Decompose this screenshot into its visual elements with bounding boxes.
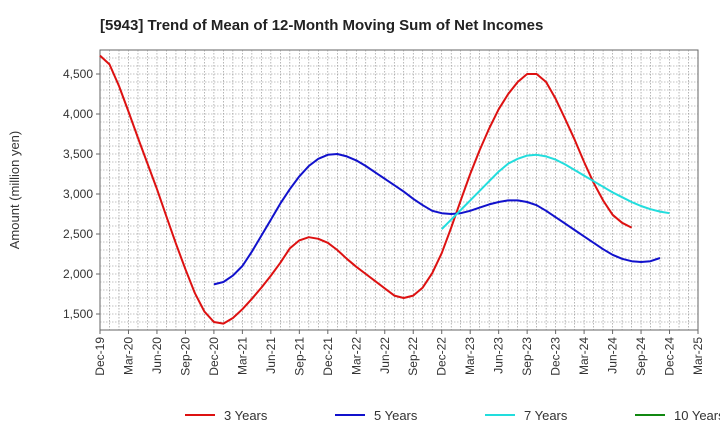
y-tick-label: 1,500 — [63, 307, 93, 321]
y-tick-label: 3,000 — [63, 187, 93, 201]
x-tick-label: Jun-24 — [606, 337, 620, 374]
chart-title: [5943] Trend of Mean of 12-Month Moving … — [100, 17, 543, 34]
y-axis-label: Amount (million yen) — [7, 131, 22, 250]
legend: 3 Years 5 Years 7 Years 10 Years — [185, 408, 720, 423]
x-tick-label: Jun-23 — [492, 337, 506, 374]
y-tick-label: 4,000 — [63, 107, 93, 121]
y-axis: 1,500 2,000 2,500 3,000 3,500 4,000 4,500 — [63, 67, 100, 321]
x-tick-label: Mar-25 — [691, 337, 705, 375]
y-tick-label: 3,500 — [63, 147, 93, 161]
series-line-7-years — [440, 153, 670, 230]
legend-label: 3 Years — [224, 408, 268, 423]
x-tick-label: Sep-21 — [292, 337, 306, 376]
x-tick-label: Mar-21 — [235, 337, 249, 375]
y-tick-label: 2,500 — [63, 227, 93, 241]
x-tick-label: Dec-22 — [435, 337, 449, 376]
x-tick-label: Dec-21 — [321, 337, 335, 376]
legend-label: 10 Years — [674, 408, 720, 423]
x-tick-label: Dec-23 — [549, 337, 563, 376]
x-tick-label: Sep-22 — [406, 337, 420, 376]
x-tick-label: Jun-22 — [378, 337, 392, 374]
x-tick-label: Mar-20 — [121, 337, 135, 375]
x-tick-label: Mar-22 — [349, 337, 363, 375]
legend-label: 7 Years — [524, 408, 568, 423]
x-axis: Dec-19 Mar-20 Jun-20 Sep-20 Dec-20 Mar-21 Jun-… — [93, 330, 705, 376]
y-tick-label: 4,500 — [63, 67, 93, 81]
grid — [100, 50, 698, 330]
x-tick-label: Dec-19 — [93, 337, 107, 376]
x-tick-label: Mar-23 — [463, 337, 477, 375]
x-tick-label: Sep-24 — [634, 337, 648, 376]
x-tick-label: Dec-24 — [663, 337, 677, 376]
x-tick-label: Jun-20 — [150, 337, 164, 374]
x-tick-label: Mar-24 — [577, 337, 591, 375]
series-lines — [99, 54, 670, 325]
y-tick-label: 2,000 — [63, 267, 93, 281]
series-line-5-years — [213, 153, 661, 286]
x-tick-label: Sep-23 — [520, 337, 534, 376]
x-tick-label: Sep-20 — [178, 337, 192, 376]
x-tick-label: Jun-21 — [264, 337, 278, 374]
legend-label: 5 Years — [374, 408, 418, 423]
series-line-3-years — [99, 54, 633, 325]
x-tick-label: Dec-20 — [207, 337, 221, 376]
